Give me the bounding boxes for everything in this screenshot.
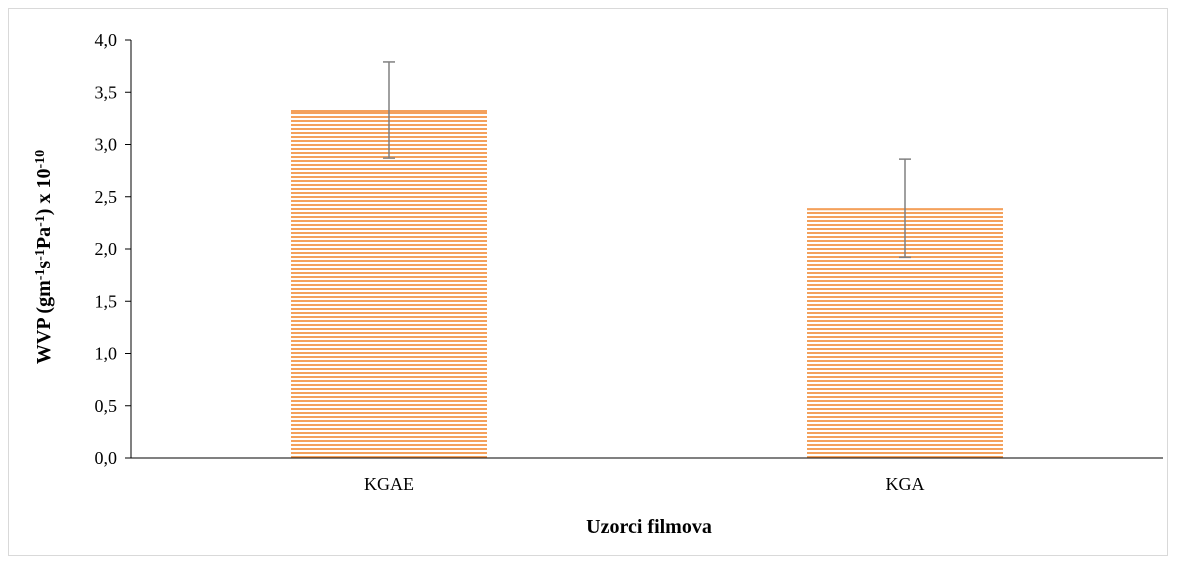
y-title-superscript: -1 [33,269,48,281]
y-tick-label: 2,5 [95,187,118,207]
bar-kgae [291,110,487,458]
y-axis-ticks: 0,0 0,5 1,0 1,5 2,0 2,5 3,0 3,5 4,0 [95,30,131,468]
y-tick-label: 1,5 [95,291,118,311]
y-title-text: WVP (gm [33,280,55,364]
y-axis-title: WVP (gm-1s-1Pa-1) x 10-10 [33,150,55,364]
y-title-superscript: -1 [33,249,48,261]
y-tick-label: 0,5 [95,396,118,416]
bars [291,110,1003,458]
error-bars [383,61,911,259]
x-axis-tick-labels: KGAE KGA [364,474,925,494]
y-tick-label: 2,0 [95,239,118,259]
y-tick-label: 0,0 [95,448,118,468]
y-title-text: s [33,261,55,269]
y-tick-label: 4,0 [95,30,118,50]
y-tick-label: 3,0 [95,135,118,155]
y-title-superscript: -1 [33,215,48,227]
x-axis-title: Uzorci filmova [586,516,712,538]
y-title-superscript: -10 [33,150,48,169]
x-tick-label-kga: KGA [886,474,925,494]
y-tick-label: 3,5 [95,82,118,102]
y-title-text: Pa [33,227,55,249]
y-title-text: ) x 10 [33,169,55,216]
y-tick-label: 1,0 [95,344,118,364]
x-tick-label-kgae: KGAE [364,474,414,494]
